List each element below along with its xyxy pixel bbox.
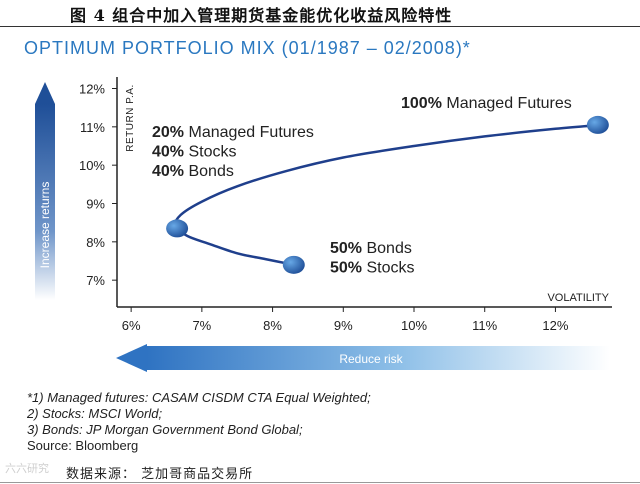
allocation-asset: Managed Futures: [446, 95, 571, 112]
y-axis-ticks: 7% 8% 9% 10% 11% 12%: [79, 82, 117, 288]
figure-caption: 图 4 组合中加入管理期货基金能优化收益风险特性: [70, 6, 453, 25]
allocation-asset: Stocks: [366, 260, 414, 277]
portfolio-label-line: 20% Managed Futures: [152, 124, 314, 141]
y-tick-label: 9%: [86, 197, 105, 212]
increase-returns-arrow: Increase returns: [35, 82, 55, 300]
reduce-risk-arrow: Reduce risk: [116, 344, 610, 372]
y-tick-label: 11%: [80, 120, 105, 135]
portfolio-label-line: 50% Stocks: [330, 260, 415, 277]
x-axis-ticks: 6% 7% 8% 9% 10% 11% 12%: [122, 307, 569, 333]
allocation-asset: Bonds: [188, 163, 233, 180]
arrow-head-left: [116, 344, 147, 372]
portfolio-chart: Increase returns 6% 7% 8% 9% 10% 11% 12% 7% 8% 9…: [35, 77, 612, 372]
allocation-asset: Bonds: [366, 240, 411, 257]
portfolio-label-line: 100% Managed Futures: [401, 95, 572, 112]
x-tick-label: 9%: [334, 318, 353, 333]
footnote-bonds: 3) Bonds: JP Morgan Government Bond Glob…: [27, 422, 303, 437]
portfolio-label-line: 40% Bonds: [152, 163, 234, 180]
arrow-shaft-horizontal: [147, 346, 610, 370]
y-axis-label: RETURN P.A.: [125, 84, 136, 152]
footnotes: *1) Managed futures: CASAM CISDM CTA Equ…: [27, 390, 371, 454]
portfolio-marker-managed-futures: [586, 115, 609, 134]
data-source: 数据来源： 芝加哥商品交易所: [66, 467, 254, 482]
caption-divider: [0, 26, 640, 27]
increase-returns-label: Increase returns: [38, 182, 52, 269]
y-tick-label: 10%: [79, 158, 105, 173]
allocation-percent: 50%: [330, 260, 362, 277]
y-tick-label: 12%: [79, 82, 105, 97]
x-tick-label: 6%: [122, 318, 141, 333]
chart-title: OPTIMUM PORTFOLIO MIX (01/1987 – 02/2008…: [24, 38, 471, 58]
x-tick-label: 10%: [401, 318, 427, 333]
allocation-percent: 20%: [152, 124, 184, 141]
footnote-stocks: 2) Stocks: MSCI World;: [27, 406, 163, 421]
portfolio-label-line: 50% Bonds: [330, 240, 412, 257]
portfolio-points: [166, 115, 609, 274]
portfolio-label-line: 40% Stocks: [152, 144, 237, 161]
y-tick-label: 7%: [86, 273, 105, 288]
x-axis-label: VOLATILITY: [547, 292, 609, 304]
x-tick-label: 8%: [263, 318, 282, 333]
bottom-divider: [0, 482, 640, 483]
reduce-risk-label: Reduce risk: [339, 352, 403, 366]
footnote-managed-futures: *1) Managed futures: CASAM CISDM CTA Equ…: [27, 390, 371, 405]
efficient-frontier-line: [173, 123, 602, 267]
footnote-source: Source: Bloomberg: [27, 438, 139, 453]
x-tick-label: 7%: [192, 318, 211, 333]
watermark-logo: 六六研究: [5, 462, 49, 475]
x-tick-label: 12%: [542, 318, 568, 333]
arrow-head-up: [35, 82, 55, 104]
allocation-percent: 40%: [152, 144, 184, 161]
allocation-percent: 40%: [152, 163, 184, 180]
allocation-percent: 100%: [401, 95, 442, 112]
allocation-asset: Managed Futures: [188, 124, 313, 141]
y-tick-label: 8%: [86, 235, 105, 250]
allocation-percent: 50%: [330, 240, 362, 257]
portfolio-marker-bonds-stocks: [282, 255, 305, 274]
arrow-shaft-vertical: [35, 104, 55, 300]
x-tick-label: 11%: [472, 318, 497, 333]
portfolio-marker-mixed: [166, 219, 189, 238]
allocation-asset: Stocks: [188, 144, 236, 161]
